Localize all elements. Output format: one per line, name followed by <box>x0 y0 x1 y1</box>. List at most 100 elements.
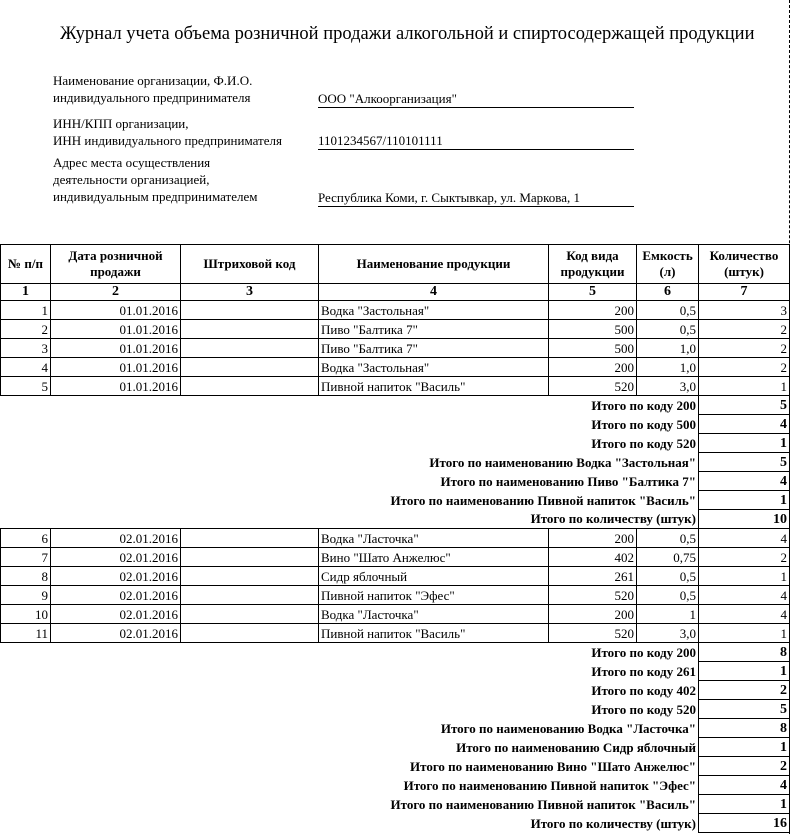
table-cell: 01.01.2016 <box>50 319 181 339</box>
table-cell: 2 <box>698 319 790 339</box>
total-value: 5 <box>698 395 790 415</box>
total-value: 2 <box>698 680 790 700</box>
total-label: Итого по коду 500 <box>591 416 696 432</box>
total-label: Итого по количеству (штук) <box>530 511 696 527</box>
table-cell: 2 <box>698 357 790 377</box>
total-value: 10 <box>698 509 790 529</box>
col-header: Наименование продукции <box>318 244 549 284</box>
total-row: Итого по коду 500 4 <box>1 414 790 434</box>
table-cell: 1 <box>698 566 790 586</box>
table-cell <box>180 300 319 320</box>
table-cell: 4 <box>0 357 51 377</box>
table-cell: 1 <box>698 376 790 396</box>
table-cell: Пиво "Балтика 7" <box>318 338 549 358</box>
table-cell: 200 <box>548 528 637 548</box>
col-header: Емкость (л) <box>636 244 699 284</box>
table-cell <box>180 338 319 358</box>
col-header: № п/п <box>0 244 51 284</box>
table-cell: 200 <box>548 604 637 624</box>
total-row: Итого по наименованию Сидр яблочный 1 <box>1 737 790 757</box>
table-cell: 402 <box>548 547 637 567</box>
inn-label-line1: ИНН/КПП организации, <box>53 116 189 131</box>
total-row: Итого по наименованию Пивной напиток "Ва… <box>1 490 790 510</box>
total-row: Итого по количеству (штук) 10 <box>1 509 790 529</box>
inn-label-line2: ИНН индивидуального предпринимателя <box>53 133 282 148</box>
total-value: 8 <box>698 718 790 738</box>
table-row: 3 01.01.2016 Пиво "Балтика 7" 500 1,0 2 <box>0 338 790 358</box>
table-cell: 0,5 <box>636 566 699 586</box>
col-number: 7 <box>698 283 790 301</box>
table-cell: Водка "Застольная" <box>318 300 549 320</box>
total-label: Итого по наименованию Водка "Застольная" <box>429 454 696 470</box>
col-header: Штриховой код <box>180 244 319 284</box>
table-cell: Сидр яблочный <box>318 566 549 586</box>
table-cell <box>180 623 319 643</box>
table-cell: 0,5 <box>636 319 699 339</box>
table-cell: 2 <box>698 338 790 358</box>
total-value: 16 <box>698 813 790 833</box>
table-row: 8 02.01.2016 Сидр яблочный 261 0,5 1 <box>0 566 790 586</box>
col-header: Количество (штук) <box>698 244 790 284</box>
table-cell: 4 <box>698 604 790 624</box>
table-cell: Водка "Ласточка" <box>318 528 549 548</box>
table-cell: Пивной напиток "Василь" <box>318 623 549 643</box>
total-value: 1 <box>698 794 790 814</box>
table-row: 10 02.01.2016 Водка "Ласточка" 200 1 4 <box>0 604 790 624</box>
total-label: Итого по коду 200 <box>591 644 696 660</box>
total-value: 2 <box>698 756 790 776</box>
table-cell: 01.01.2016 <box>50 376 181 396</box>
table-cell: 2 <box>698 547 790 567</box>
total-label: Итого по наименованию Пиво "Балтика 7" <box>440 473 697 489</box>
table-row: 11 02.01.2016 Пивной напиток "Василь" 520 3,… <box>0 623 790 643</box>
table-cell <box>180 585 319 605</box>
table-cell: 200 <box>548 357 637 377</box>
col-number: 6 <box>636 283 699 301</box>
table-cell <box>180 547 319 567</box>
table-row: 6 02.01.2016 Водка "Ласточка" 200 0,5 4 <box>0 528 790 548</box>
table-row: 5 01.01.2016 Пивной напиток "Василь" 520 3,0… <box>0 376 790 396</box>
table-cell: Водка "Застольная" <box>318 357 549 377</box>
table-cell: 500 <box>548 338 637 358</box>
col-number: 3 <box>180 283 319 301</box>
table-cell: 1,0 <box>636 357 699 377</box>
table-cell: 9 <box>0 585 51 605</box>
table-cell: 0,5 <box>636 528 699 548</box>
total-label: Итого по наименованию Водка "Ласточка" <box>440 720 696 736</box>
total-row: Итого по количеству (штук) 16 <box>1 813 790 833</box>
table-row: 4 01.01.2016 Водка "Застольная" 200 1,0 2 <box>0 357 790 377</box>
total-value: 4 <box>698 775 790 795</box>
table-cell: 01.01.2016 <box>50 357 181 377</box>
table-cell: 10 <box>0 604 51 624</box>
total-row: Итого по коду 261 1 <box>1 661 790 681</box>
org-value: ООО "Алкоорганизация" <box>318 90 634 108</box>
total-value: 1 <box>698 490 790 510</box>
table-cell: Пиво "Балтика 7" <box>318 319 549 339</box>
page-title: Журнал учета объема розничной продажи ал… <box>60 24 755 44</box>
table-cell: 3 <box>698 300 790 320</box>
address-label-line3: индивидуальным предпринимателем <box>53 189 258 204</box>
page-break-line <box>789 0 790 834</box>
table-cell: 1 <box>636 604 699 624</box>
col-header: Дата розничной продажи <box>50 244 181 284</box>
table-cell: 0,5 <box>636 300 699 320</box>
total-row: Итого по наименованию Водка "Застольная"… <box>1 452 790 472</box>
table-cell: 0,5 <box>636 585 699 605</box>
journal-table: № п/п Дата розничной продажи Штриховой к… <box>0 244 790 833</box>
table-cell: Пивной напиток "Василь" <box>318 376 549 396</box>
org-label: Наименование организации, Ф.И.О. индивиду… <box>53 72 252 106</box>
total-value: 4 <box>698 414 790 434</box>
total-value: 1 <box>698 737 790 757</box>
address-label: Адрес места осуществления деятельности ор… <box>53 154 258 205</box>
total-value: 5 <box>698 452 790 472</box>
table-cell: 8 <box>0 566 51 586</box>
table-cell: 02.01.2016 <box>50 566 181 586</box>
table-row: 7 02.01.2016 Вино "Шато Анжелюс" 402 0,75 2 <box>0 547 790 567</box>
table-cell: Вино "Шато Анжелюс" <box>318 547 549 567</box>
col-number: 4 <box>318 283 549 301</box>
total-row: Итого по коду 402 2 <box>1 680 790 700</box>
table-row: 1 01.01.2016 Водка "Застольная" 200 0,5 3 <box>0 300 790 320</box>
total-label: Итого по коду 200 <box>591 397 696 413</box>
table-cell: 520 <box>548 623 637 643</box>
total-label: Итого по коду 261 <box>591 663 696 679</box>
total-value: 5 <box>698 699 790 719</box>
